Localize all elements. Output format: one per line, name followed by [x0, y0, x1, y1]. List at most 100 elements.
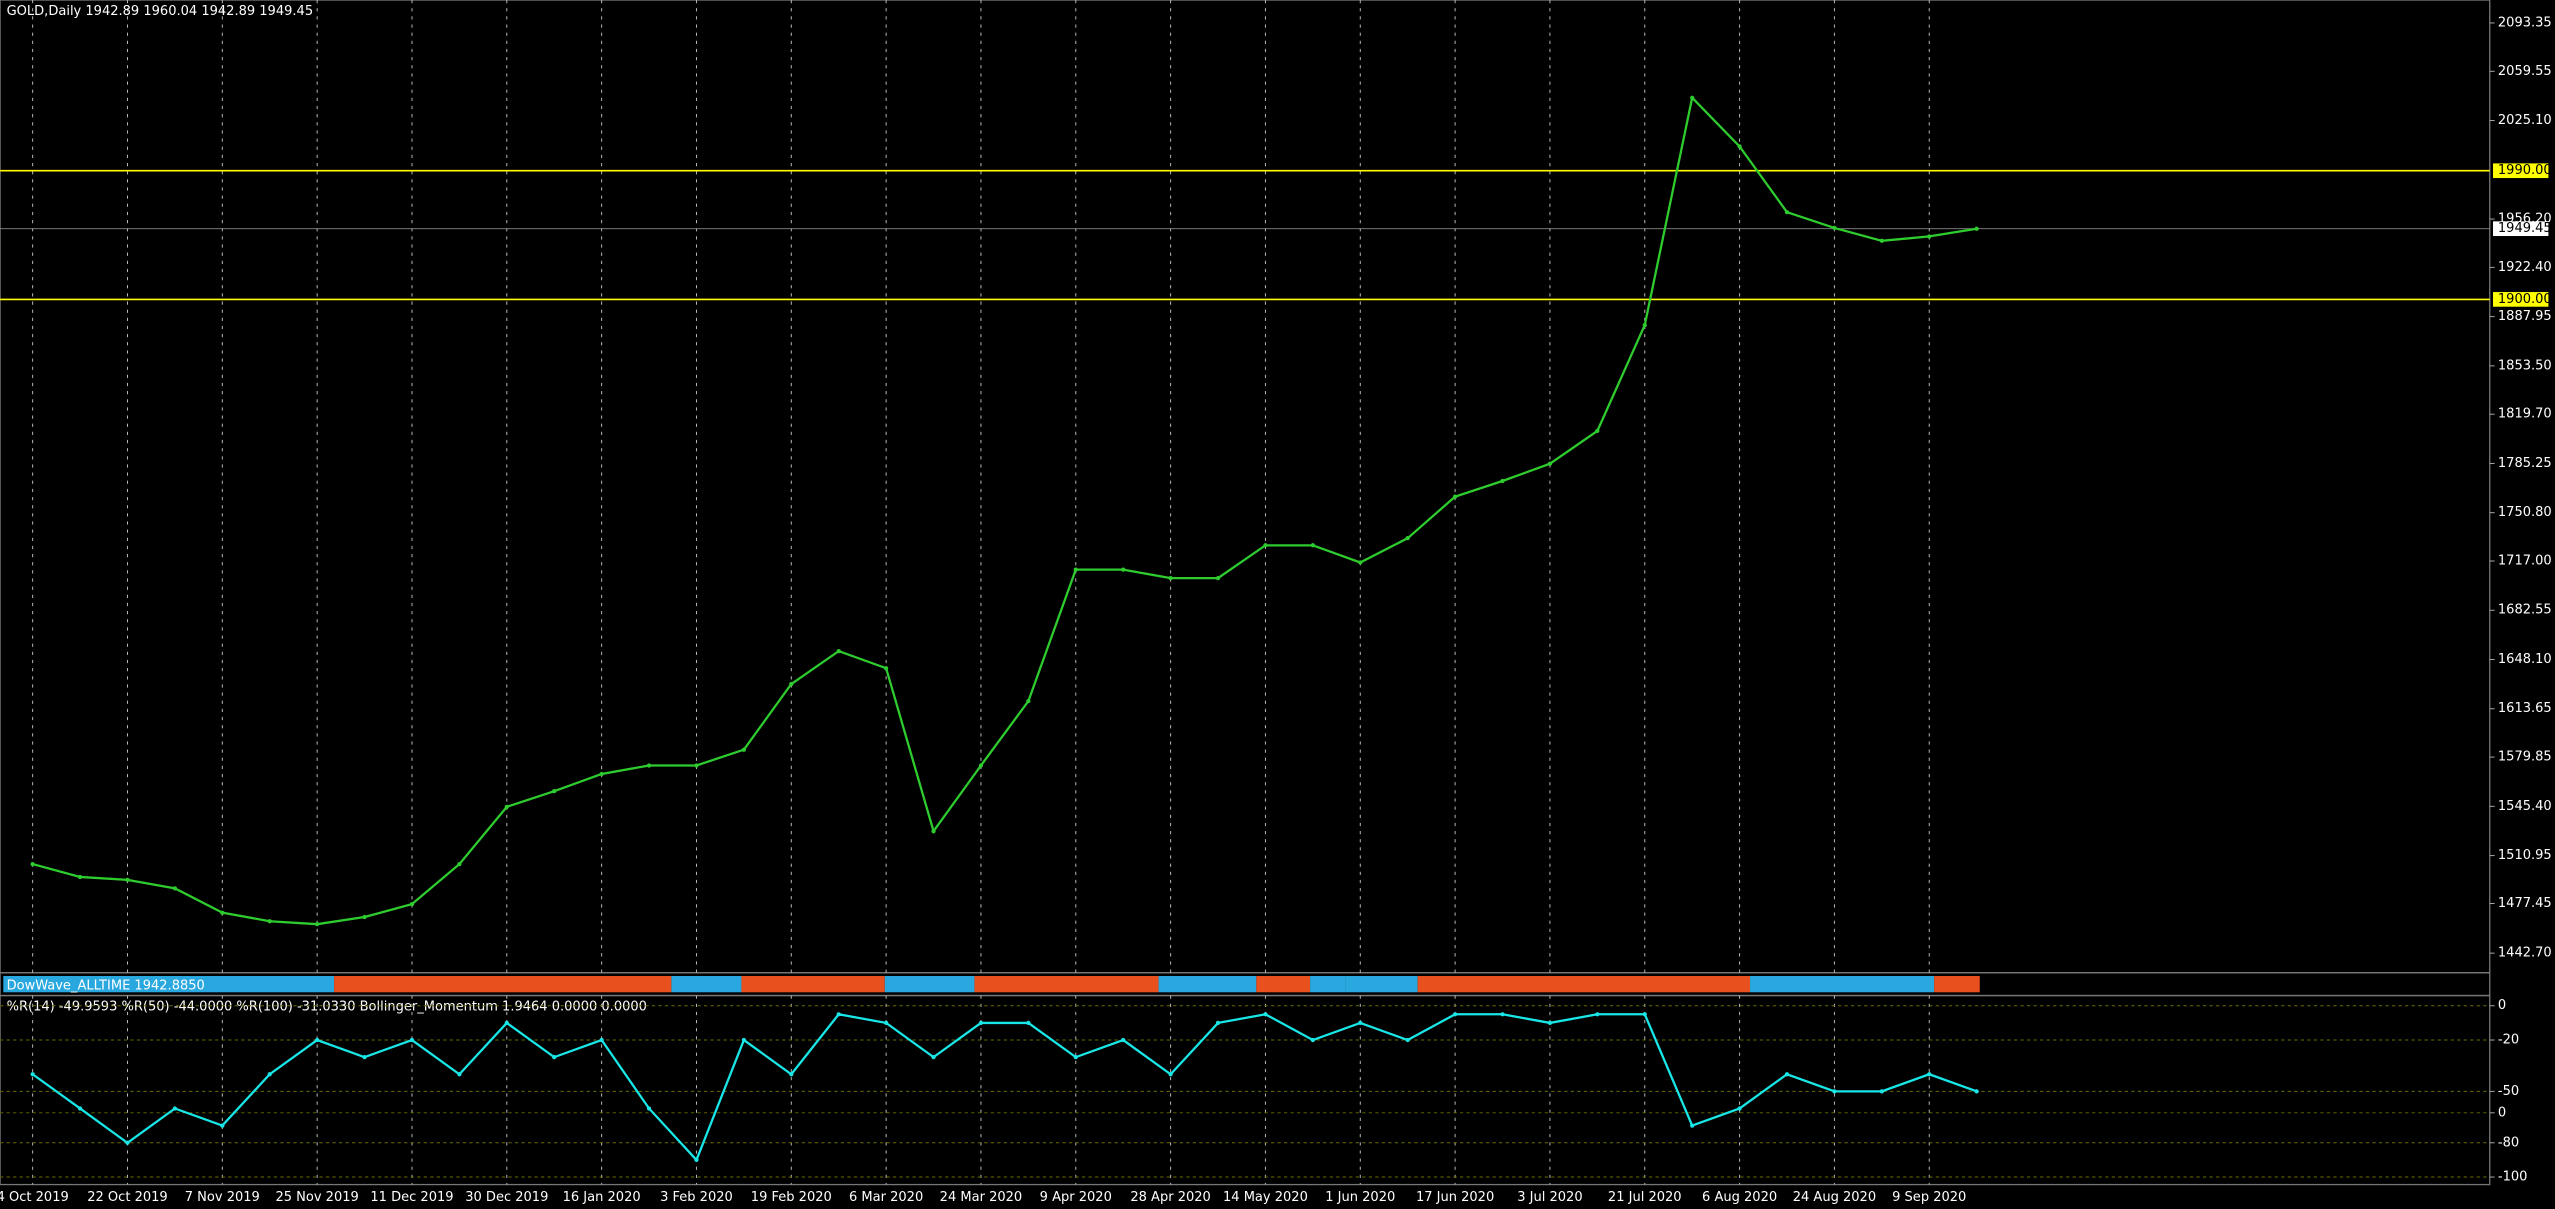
data-point — [267, 1072, 272, 1077]
data-point — [125, 1140, 130, 1145]
data-point — [1832, 1089, 1837, 1094]
y-tick-label: -50 — [2498, 1084, 2519, 1099]
y2-tick-label: 0 — [2498, 1105, 2506, 1120]
x-tick-label: 19 Feb 2020 — [751, 1190, 832, 1205]
wave-segment — [1310, 975, 1346, 993]
wave-segment — [1158, 975, 1257, 993]
y-tick-label: 1887.95 — [2498, 309, 2552, 324]
data-point — [1737, 144, 1742, 149]
y-tick-label: 1853.50 — [2498, 358, 2552, 373]
x-tick-label: 22 Oct 2019 — [87, 1190, 167, 1205]
data-point — [1358, 1020, 1363, 1025]
indicator-panel-frame — [0, 994, 2491, 1186]
y-tick-label: 0 — [2498, 998, 2506, 1013]
data-point — [694, 763, 699, 768]
data-point — [931, 829, 936, 834]
data-point — [789, 681, 794, 687]
last-price-label: 1949.45 — [2498, 221, 2552, 236]
data-point — [1784, 210, 1790, 215]
level-label: 1900.00 — [2498, 292, 2552, 307]
data-point — [77, 1106, 83, 1111]
y-tick-label: 1442.70 — [2498, 946, 2552, 961]
data-point — [457, 1072, 462, 1077]
y-tick-label: 2093.35 — [2498, 15, 2552, 30]
wave-segment — [1934, 975, 1980, 993]
data-point — [1974, 226, 1979, 231]
data-point — [1310, 1037, 1315, 1043]
y-tick-label: 2025.10 — [2498, 113, 2552, 128]
data-point — [1026, 698, 1031, 704]
data-point — [125, 877, 130, 882]
data-point — [741, 747, 746, 752]
wave-segment — [974, 975, 1159, 993]
x-tick-label: 30 Dec 2019 — [465, 1190, 548, 1205]
level-label-box — [2493, 163, 2549, 179]
data-point — [504, 1020, 509, 1025]
level-label-box — [2493, 292, 2549, 307]
data-point — [1121, 567, 1126, 572]
data-point — [172, 886, 178, 891]
chart-title: GOLD,Daily 1942.89 1960.04 1942.89 1949.… — [7, 4, 314, 19]
data-point — [884, 1020, 889, 1025]
data-point — [77, 874, 83, 880]
y-tick-label: 1717.00 — [2498, 554, 2552, 569]
data-point — [1642, 1012, 1647, 1017]
y-tick-label: -20 — [2498, 1033, 2519, 1048]
data-point — [1879, 1089, 1884, 1094]
data-point — [1927, 1072, 1932, 1077]
wave-segment — [182, 975, 335, 993]
data-point — [1547, 461, 1553, 466]
y-tick-label: 1648.10 — [2498, 652, 2552, 667]
data-point — [220, 910, 225, 915]
wave-segment — [671, 975, 742, 993]
wave-segment — [1417, 975, 1751, 993]
data-point — [552, 1055, 557, 1060]
data-point — [978, 1020, 984, 1025]
data-point — [599, 771, 604, 777]
price-line — [32, 95, 1977, 926]
x-tick-label: 4 Oct 2019 — [0, 1190, 69, 1205]
data-point — [1263, 543, 1268, 548]
y-tick-label: 1785.25 — [2498, 456, 2552, 471]
data-point — [1642, 323, 1647, 328]
data-point — [552, 789, 557, 794]
wave-segment — [1345, 975, 1418, 993]
data-point — [978, 763, 984, 768]
data-point — [220, 1123, 225, 1128]
y-tick-label: -80 — [2498, 1135, 2519, 1150]
y-tick-label: 1682.55 — [2498, 603, 2552, 618]
data-point — [1073, 567, 1078, 572]
data-point — [1737, 1106, 1742, 1111]
data-point — [741, 1037, 746, 1043]
data-point — [172, 1106, 178, 1111]
data-point — [1974, 1089, 1979, 1094]
dowwave-label: DowWave_ALLTIME 1942.8850 — [7, 978, 205, 993]
data-point — [315, 922, 320, 927]
x-tick-label: 14 May 2020 — [1223, 1190, 1308, 1205]
price-line — [31, 1013, 1978, 1163]
wave-segment — [1256, 975, 1311, 993]
data-point — [836, 1012, 841, 1017]
data-point — [1358, 560, 1363, 565]
x-tick-label: 16 Jan 2020 — [563, 1190, 641, 1205]
data-point — [1026, 1020, 1031, 1025]
data-point — [1927, 234, 1932, 239]
data-point — [1405, 1037, 1410, 1043]
y-tick-label: 1750.80 — [2498, 505, 2552, 520]
data-point — [30, 1072, 35, 1077]
x-tick-label: 28 Apr 2020 — [1130, 1190, 1210, 1205]
x-tick-label: 3 Jul 2020 — [1517, 1190, 1582, 1205]
data-point — [1452, 1012, 1458, 1017]
data-point — [1215, 1020, 1221, 1025]
data-point — [1595, 1012, 1600, 1017]
data-point — [30, 861, 35, 867]
data-point — [836, 648, 841, 654]
data-point — [1168, 576, 1173, 581]
x-tick-label: 11 Dec 2019 — [370, 1190, 453, 1205]
data-point — [1263, 1012, 1268, 1017]
data-point — [1547, 1020, 1553, 1025]
data-point — [267, 919, 272, 924]
data-point — [409, 1037, 415, 1043]
data-point — [599, 1037, 604, 1043]
data-point — [1215, 576, 1221, 581]
